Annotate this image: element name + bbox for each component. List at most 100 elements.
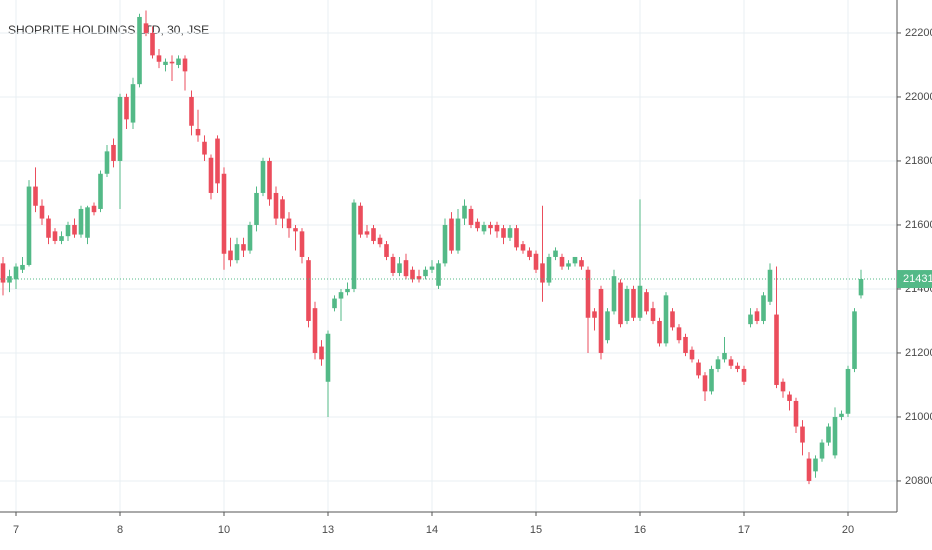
candle-body (657, 320, 662, 344)
candle-body (325, 333, 331, 382)
candle-body (299, 231, 305, 257)
candle-body (761, 295, 766, 321)
candle-body (280, 199, 285, 219)
candle-body (845, 368, 851, 414)
candle-body (579, 260, 584, 267)
candle-body (182, 58, 188, 72)
y-tick-label: 21600 (905, 219, 932, 231)
candle-body (774, 314, 779, 385)
candle-body (228, 250, 233, 261)
y-tick-label: 21000 (905, 411, 932, 423)
candle-body (533, 253, 539, 270)
candle-body (410, 269, 415, 280)
y-tick-label: 20800 (905, 475, 932, 487)
candle-body (735, 365, 740, 369)
candle-body (234, 244, 240, 261)
candle-body (306, 260, 311, 321)
candle-body (618, 282, 623, 325)
candle-body (143, 23, 149, 33)
candle-body (663, 295, 669, 344)
candle-body (644, 292, 649, 312)
candle-body (312, 308, 318, 353)
candle-body (819, 442, 825, 459)
candle-body (676, 327, 682, 341)
candle-body (208, 157, 214, 193)
candle-body (273, 192, 279, 219)
candle-body (598, 288, 604, 353)
candle-body (650, 308, 656, 321)
candle-body (46, 218, 51, 238)
candle-body (364, 231, 370, 235)
candle-body (260, 160, 266, 193)
x-tick-label: 15 (530, 524, 542, 536)
candle-body (754, 311, 760, 321)
candle-body (189, 96, 194, 126)
candle-body (475, 221, 480, 229)
candle-body (137, 16, 142, 85)
candle-body (741, 368, 747, 382)
candle-body (91, 205, 97, 213)
candle-body (293, 228, 298, 232)
candle-body (247, 224, 253, 251)
candle-body (20, 264, 25, 270)
candle-body (507, 228, 513, 238)
candle-body (39, 205, 45, 219)
x-tick-label: 8 (117, 524, 123, 536)
candle-body (423, 269, 428, 277)
candle-body (514, 228, 519, 248)
y-tick-label: 21800 (905, 155, 932, 167)
candle-body (683, 336, 688, 353)
candle-body (540, 263, 545, 283)
candle-body (319, 346, 324, 360)
candle-body (722, 352, 727, 360)
candle-body (72, 224, 77, 235)
candle-body (806, 458, 812, 481)
candle-body (124, 96, 129, 120)
candle-body (559, 256, 565, 267)
candle-body (728, 359, 734, 366)
candle-body (26, 186, 32, 265)
candle-body (702, 375, 708, 392)
candle-body (780, 381, 786, 392)
candle-body (501, 228, 506, 238)
candle-body (832, 416, 838, 456)
candle-body (358, 205, 363, 235)
candle-body (202, 141, 207, 155)
candle-body (527, 250, 532, 257)
candle-body (351, 202, 357, 289)
candle-body (449, 218, 454, 251)
candle-body (689, 349, 695, 360)
candle-body (494, 224, 500, 232)
candle-body (176, 58, 181, 65)
candle-body (637, 285, 643, 318)
candle-body (631, 288, 636, 318)
candle-body (345, 288, 350, 293)
candle-body (455, 218, 461, 251)
candle-body (592, 311, 597, 318)
candle-body (572, 256, 578, 264)
candle-body (670, 311, 675, 328)
candle-body (338, 292, 344, 299)
candle-body (715, 359, 721, 369)
y-tick-label: 22200 (905, 27, 932, 39)
candle-body (488, 224, 493, 229)
candle-body (254, 192, 259, 225)
candle-body (59, 236, 64, 241)
x-tick-label: 7 (13, 524, 19, 536)
candle-body (384, 244, 389, 257)
candle-body (169, 61, 175, 64)
candle-body (585, 269, 591, 318)
candle-body (397, 263, 402, 273)
candle-body (826, 426, 831, 443)
chart-title: SHOPRITE HOLDINGS LTD, 30, JSE (8, 23, 209, 37)
candle-body (156, 55, 162, 62)
candle-body (117, 96, 123, 161)
candle-body (553, 250, 558, 257)
candle-body (696, 362, 701, 376)
x-tick-label: 14 (426, 524, 438, 536)
candle-body (462, 205, 467, 219)
candle-body (839, 413, 844, 417)
candle-body (442, 224, 448, 264)
candle-body (813, 458, 818, 472)
